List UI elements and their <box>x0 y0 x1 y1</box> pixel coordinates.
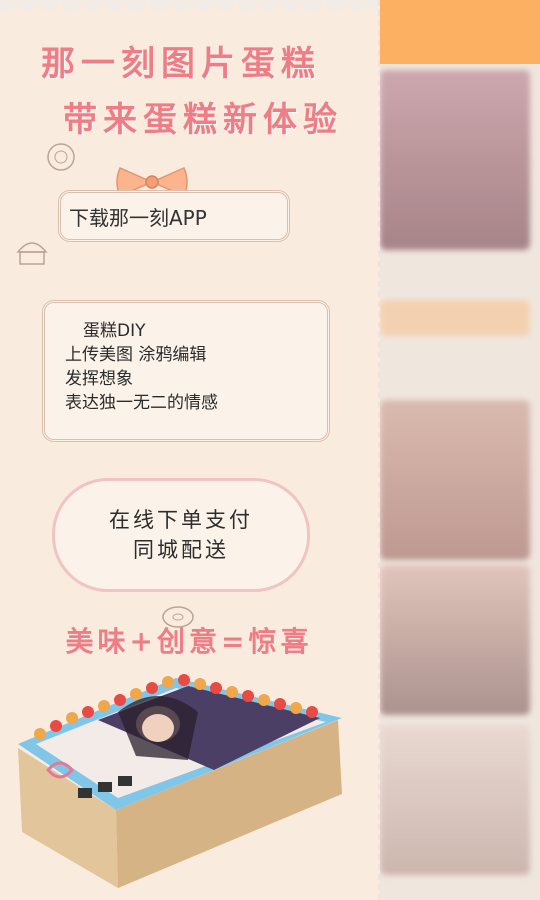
feature-line: 发挥想象 <box>65 369 133 389</box>
background-cake-image <box>380 725 530 875</box>
order-line: 在线下单支付 <box>109 508 253 532</box>
feature-line: 表达独一无二的情感 <box>65 393 218 413</box>
feature-line: 上传美图 涂鸦编辑 <box>65 345 207 365</box>
slogan: 美味+创意=惊喜 <box>65 625 313 658</box>
download-app-box[interactable]: 下载那一刻APP <box>58 190 290 242</box>
headline-line-1: 那一刻图片蛋糕 <box>41 44 321 84</box>
cupcake-doodle-icon <box>16 242 48 265</box>
promo-poster[interactable]: 那一刻图片蛋糕 带来蛋糕新体验 下载那一刻APP 蛋糕DIY 上传美图 涂鸦编辑… <box>0 0 380 900</box>
headline-line-2: 带来蛋糕新体验 <box>63 100 343 140</box>
blurred-background <box>372 0 540 900</box>
background-label <box>380 300 530 336</box>
background-cake-image <box>380 565 530 715</box>
scallop-edge <box>0 0 378 22</box>
background-cake-image <box>380 400 530 560</box>
background-photo <box>380 70 530 250</box>
photo-cake-image <box>18 674 342 888</box>
features-box: 蛋糕DIY 上传美图 涂鸦编辑 发挥想象 表达独一无二的情感 <box>42 300 330 442</box>
background-top-bar <box>372 0 540 64</box>
feature-line: 蛋糕DIY <box>83 321 146 341</box>
cookie-doodle-icon <box>47 143 75 171</box>
order-line: 同城配送 <box>133 538 229 562</box>
order-cloud: 在线下单支付 同城配送 <box>52 478 310 592</box>
donut-doodle-icon <box>162 606 194 628</box>
